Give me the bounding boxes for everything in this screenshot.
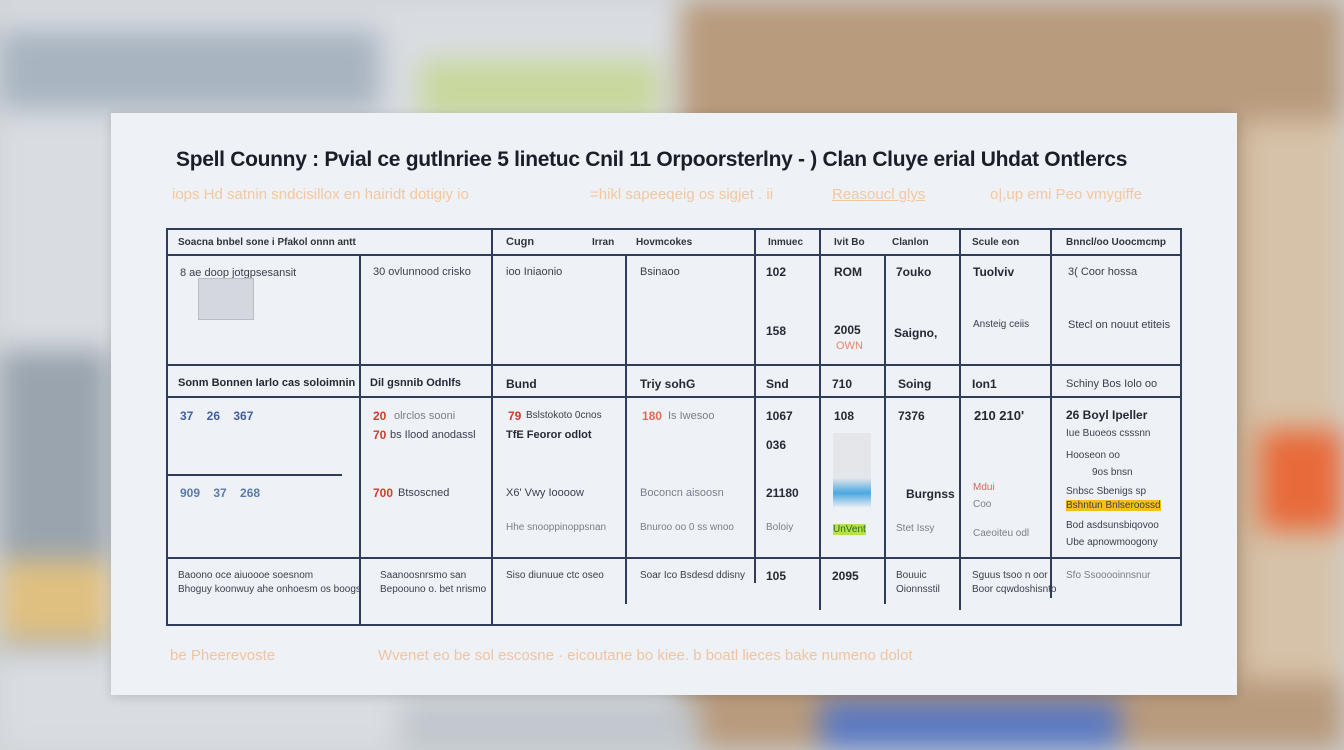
subtitle-part: =hikl sapeeqeig os sigjet . ii (590, 186, 774, 203)
table-cell: Bepoouno o. bet nrismo (380, 584, 487, 595)
table-cell: Siso diunuue ctc oseo (506, 570, 604, 581)
table-cell: 7ouko (896, 265, 932, 279)
table-cell: 108 (834, 409, 855, 423)
section-label: Ion1 (972, 377, 997, 391)
table-cell: Bslstokoto 0cnos (526, 410, 602, 421)
table-cell: Is Iwesoo (668, 410, 715, 422)
table-cell: TfE Feoror odlot (506, 429, 592, 441)
table-cell: Btsoscned (398, 487, 450, 499)
table-cell: Caeoiteu odl (973, 528, 1030, 539)
subtitle-part: o|,up emi Peo vmygiffe (990, 186, 1143, 203)
table-cell: bs Ilood anodassl (390, 429, 476, 441)
section-label: Sonm Bonnen Iarlo cas soloimnin (178, 377, 356, 389)
section-label: Dil gsnnib Odnlfs (370, 377, 462, 389)
subtitle-part: iops Hd satnin sndcisillox en hairidt do… (172, 186, 469, 203)
column-header: Irran (592, 237, 615, 248)
table-cell: Saigno, (894, 326, 938, 340)
section-label: 710 (832, 377, 853, 391)
table-cell: Sfo Ssooooinnsnur (1066, 570, 1151, 581)
table-cell: Baoono oce aiuoooe soesnom (178, 570, 314, 581)
table-cell: 79 (508, 409, 522, 423)
table-cell: OWN (836, 340, 863, 352)
highlighted-cell: UnVent (833, 524, 866, 535)
table-cell: Mdui (973, 482, 995, 493)
table-cell: olrclos sooni (394, 410, 456, 422)
table-cell: Ansteig ceiis (973, 319, 1030, 330)
table-cell: 909 37 268 (180, 486, 261, 500)
table-cell: Oionnsstil (896, 584, 940, 595)
column-header: Clanlon (892, 237, 929, 248)
table-cell: Hooseon oo (1066, 450, 1120, 461)
table-cell: 37 26 367 (180, 409, 254, 423)
table-cell: 26 Boyl Ipeller (1066, 408, 1148, 422)
column-header: Scule eon (972, 237, 1020, 248)
section-label: Triy sohG (640, 377, 696, 391)
table-cell: Hhe snooppinoppsnan (506, 522, 607, 533)
table-cell: 2095 (832, 569, 859, 583)
table-cell: ROM (834, 265, 862, 279)
table-cell: 2005 (834, 323, 861, 337)
table-cell: Soar Ico Bsdesd ddisny (640, 570, 746, 581)
table-cell: Boloiy (766, 522, 794, 533)
column-header: Soacna bnbel sone i Pfakol onnn antt (178, 237, 356, 248)
thumbnail-image (198, 278, 254, 320)
table-cell: Snbsc Sbenigs sp (1066, 486, 1147, 497)
table-cell: 70 (373, 428, 387, 442)
table-cell: Iue Buoeos csssnn (1066, 428, 1151, 439)
subtitle-part: Reasoucl glys (832, 186, 926, 203)
table-cell: Ube apnowmoogony (1066, 537, 1158, 548)
table-cell: Bouuic (896, 570, 927, 581)
table-cell: 9os bnsn (1092, 467, 1133, 478)
table-cell: 20 (373, 409, 387, 423)
table-cell: Bnuroo oo 0 ss wnoo (640, 522, 734, 533)
table-cell: Boconcn aisoosn (640, 487, 724, 499)
table-cell: Boor cqwdoshisnto (972, 584, 1057, 595)
table-cell: 036 (766, 438, 787, 452)
column-header: Bnncl/oo Uoocmcmp (1066, 237, 1167, 248)
table-cell: 3( Coor hossa (1068, 266, 1138, 278)
table-cell: 21180 (766, 486, 799, 500)
table-cell: 210 210' (974, 408, 1025, 423)
table-cell: 1067 (766, 409, 793, 423)
highlighted-cell: Bshntun Bnlseroossd (1066, 500, 1161, 511)
column-header: Cugn (506, 236, 535, 248)
table-cell: 180 (642, 409, 663, 423)
table-cell: Burgnss (906, 487, 955, 501)
product-image (833, 433, 871, 508)
column-header: Ivit Bo (834, 237, 865, 248)
table-cell: Stecl on nouut etiteis (1068, 319, 1171, 331)
section-label: Schiny Bos Iolo oo (1066, 378, 1158, 390)
footer-note: Wvenet eo be sol escosne · eicoutane bo … (378, 647, 913, 664)
table-cell: Bsinaoo (640, 266, 680, 278)
table-cell: Tuolviv (973, 265, 1015, 279)
table-cell: 8 ae doop jotgpsesansit (180, 267, 297, 279)
table-cell: Bod asdsunsbiqovoo (1066, 520, 1159, 531)
table-cell: 105 (766, 569, 787, 583)
table-cell: 7376 (898, 409, 925, 423)
table-cell: 700 (373, 486, 394, 500)
table-cell: 102 (766, 265, 787, 279)
table-cell: Saanoosnrsmo san (380, 570, 467, 581)
document-sheet (111, 113, 1237, 695)
document-title: Spell Counny : Pvial ce gutlnriee 5 line… (176, 148, 1128, 171)
table-cell: ioo Iniaonio (506, 266, 563, 278)
column-header: Hovmcokes (636, 237, 693, 248)
table-cell: X6' Vwy Ioooow (506, 487, 584, 499)
section-label: Bund (506, 377, 537, 391)
footer-note: be Pheerevoste (170, 647, 276, 664)
section-label: Snd (766, 377, 789, 391)
table-cell: Stet Issy (896, 523, 935, 534)
table-cell: Sguus tsoo n oor (972, 570, 1048, 581)
column-header: Inmuec (768, 237, 804, 248)
table-cell: Coo (973, 499, 992, 510)
section-label: Soing (898, 377, 932, 391)
table-cell: 158 (766, 324, 787, 338)
table-cell: 30 ovlunnood crisko (373, 266, 471, 278)
table-cell: Bhoguy koonwuy ahe onhoesm os boogs (178, 584, 361, 595)
